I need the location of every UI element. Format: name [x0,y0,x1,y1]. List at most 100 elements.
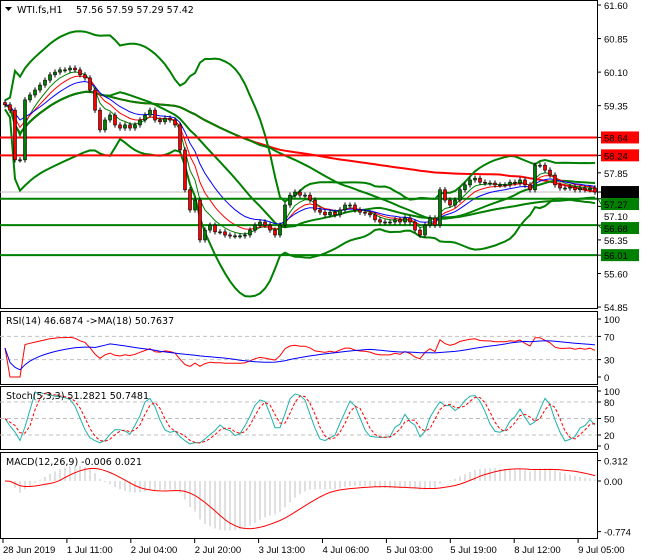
x-tick-label: 4 Jul 06:00 [323,545,369,556]
candle-body [368,212,372,216]
x-tick-label: 5 Jul 03:00 [386,545,432,556]
ema-slow-line [4,80,596,225]
axes: 61.60 60.85 60.10 59.35 58.64 58.24 57.85 57.42… [2,1,639,556]
y-tick-label: 55.60 [604,269,628,280]
macd-panel[interactable] [0,452,598,539]
candle-body [273,229,277,236]
candle-body [388,221,392,224]
candle-body [228,234,232,237]
level-tag-56.01 [601,249,639,262]
candle-body [288,194,292,206]
y-tick-label: 54.85 [604,303,628,314]
candle-body [383,221,387,224]
main-plot [0,30,597,298]
stoch-y-tick-label: 50 [604,415,615,426]
candle-body [378,219,382,223]
rsi-y-tick-label: 30 [604,356,615,367]
y-tick-label: 56.35 [604,236,628,247]
candle-body [208,224,212,231]
current-price-tag-text: 57.42 [604,188,628,199]
candle-body [438,189,442,226]
stoch-y-tick-label: 0 [604,442,609,453]
candle-body [428,217,432,226]
y-tick-label: 57.85 [604,169,628,180]
candle-body [58,69,62,73]
candle-body [568,186,572,189]
candle-body [478,177,482,183]
x-tick-label: 9 Jul 05:00 [578,545,624,556]
candle-body [178,124,182,151]
candle-body [163,117,167,123]
candle-body [43,79,47,86]
candle-body [263,221,267,226]
y-tick-label: 61.60 [604,1,628,12]
rsi-panel[interactable] [0,311,598,385]
macd-y-tick-label: 0.312 [604,457,628,468]
candle-body [578,187,582,191]
candle-body [458,189,462,201]
candle-body [218,231,222,234]
candle-body [548,169,552,176]
candle-body [13,109,17,161]
candle-body [193,199,197,211]
candle-body [148,109,152,116]
candle-body [268,224,272,231]
candle-body [293,191,297,196]
candle-body [258,221,262,226]
candle-body [98,109,102,131]
candle-body [483,181,487,184]
current-price-tag [601,186,639,199]
stoch-label: Stoch(5,3,3) 51.2821 50.7481 [6,391,149,402]
candle-body [143,114,147,121]
x-tick-label: 2 Jul 04:00 [131,545,177,556]
rsi-ma-line [4,340,596,371]
candle-body [63,69,67,72]
candle-body [213,224,217,233]
level-tag-57.27-text: 57.27 [604,200,628,211]
candle-body [8,104,12,111]
triangle-down-icon[interactable] [5,7,12,11]
level-tag-58.24 [601,149,639,162]
candle-body [118,124,122,129]
candle-body [203,229,207,241]
candle-body [28,94,32,101]
candle-body [398,219,402,223]
candle-body [38,84,42,91]
x-tick-label: 3 Jul 13:00 [259,545,305,556]
candle-body [553,174,557,186]
candle-body [318,209,322,213]
candle-body [308,194,312,201]
candle-body [488,182,492,185]
candle-body [253,224,257,231]
candle-body [198,199,202,241]
stoch-plot [0,392,597,445]
candle-body [238,235,242,238]
x-tick-label: 1 Jul 11:00 [67,545,113,556]
candle-body [323,211,327,216]
candle-body [343,204,347,211]
candle-body [358,209,362,213]
candle-body [68,67,72,71]
candle-body [583,187,587,191]
y-tick-label: 60.85 [604,35,628,46]
stoch-y-tick-label: 100 [604,387,620,398]
macd-label: MACD(12,26,9) -0.006 0.021 [6,457,142,468]
rsi-y-tick-label: 0 [604,373,609,384]
candle-body [533,164,537,191]
candle-body [18,159,22,162]
x-tick-label: 28 Jun 2019 [3,545,55,556]
candle-body [413,221,417,231]
candle-body [423,224,427,236]
macd-plot [4,465,596,531]
macd-y-tick-label: -0.774 [604,528,631,539]
candle-body [373,214,377,221]
candle-body [48,74,52,81]
symbol-label: WTI.fs,H1 [17,5,63,16]
candle-body [508,181,512,186]
candle-body [138,119,142,126]
candle-body [243,234,247,237]
candle-body [433,217,437,226]
candle-body [83,74,87,79]
candle-body [523,179,527,186]
